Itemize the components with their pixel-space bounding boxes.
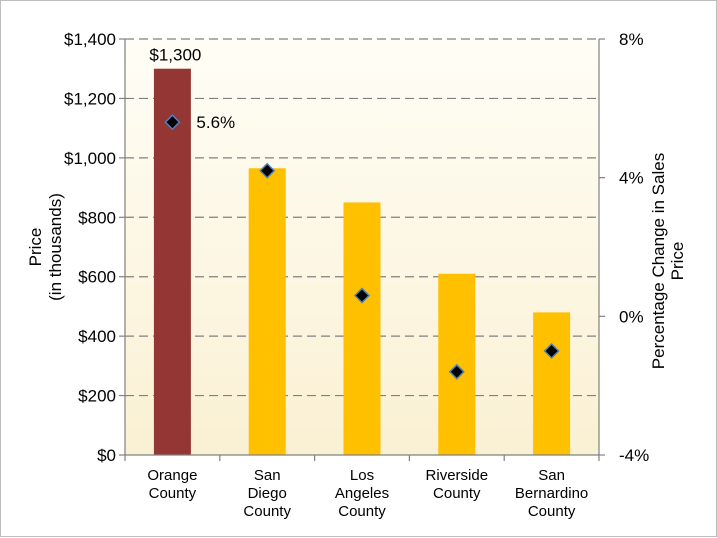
y-tick-label: $0 — [97, 446, 116, 465]
y-tick-label: $600 — [78, 268, 116, 287]
y-tick-label: $1,400 — [64, 30, 116, 49]
percent-change-marker — [164, 114, 181, 131]
y-tick-label: $400 — [78, 327, 116, 346]
x-tick-label: Los Angeles County — [335, 467, 389, 520]
y-tick-label: $1,200 — [64, 89, 116, 108]
x-tick-label: San Diego County — [243, 467, 291, 520]
bar — [343, 202, 381, 455]
x-tick-label: San Bernardino County — [515, 467, 588, 520]
y2-tick-label: 0% — [619, 307, 644, 326]
percent-change-marker — [259, 162, 276, 179]
bar — [153, 68, 191, 455]
bar — [248, 168, 286, 455]
bar — [533, 312, 571, 455]
y2-tick-label: -4% — [619, 446, 649, 465]
y-axis-title: Price(in thousands) — [26, 193, 65, 301]
percent-change-marker — [448, 363, 465, 380]
bar-value-label: $1,300 — [149, 46, 201, 65]
y2-tick-label: 8% — [619, 30, 644, 49]
y-tick-label: $200 — [78, 387, 116, 406]
y-tick-label: $800 — [78, 208, 116, 227]
x-tick-label: Orange County — [147, 467, 197, 502]
y-tick-label: $1,000 — [64, 149, 116, 168]
y2-axis-title: Percentage Change in SalesPrice — [649, 153, 687, 369]
percent-change-marker — [353, 287, 371, 304]
x-tick-label: Riverside County — [426, 467, 489, 502]
point-value-label: 5.6% — [196, 113, 235, 132]
y2-tick-label: 4% — [619, 169, 644, 188]
percent-change-marker — [543, 342, 560, 360]
